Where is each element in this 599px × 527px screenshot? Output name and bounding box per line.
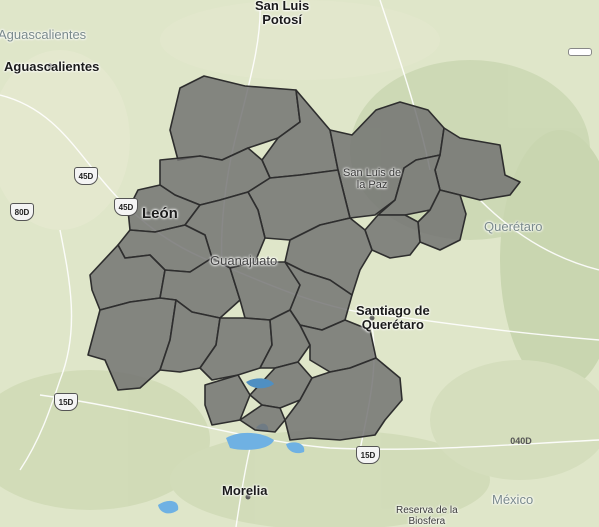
region-south-centre-2 — [199, 317, 273, 381]
label-guanajuato: Guanajuato — [210, 253, 278, 268]
road-marker — [568, 48, 592, 56]
label-mexico: México — [492, 492, 534, 507]
highway-label: 040D — [510, 436, 532, 446]
highway-shield: 15D — [54, 393, 78, 411]
label-reserva-biosfera: Reserva de la Biosfera — [396, 505, 458, 527]
label-aguascalientes-state: Aguascalientes — [0, 27, 87, 42]
highway-shield: 80D — [10, 203, 34, 221]
highway-shield: 45D — [74, 167, 98, 185]
town-markers — [47, 15, 375, 500]
label-morelia: Morelia — [222, 483, 268, 498]
label-aguascalientes: Aguascalientes — [4, 59, 100, 74]
region-north-west — [169, 75, 301, 161]
lake — [246, 378, 274, 389]
municipalities — [87, 75, 521, 441]
highway-shield: 15D — [356, 446, 380, 464]
label-queretaro-state: Querétaro — [484, 219, 543, 234]
label-santiago-de-queretaro: Santiago de Querétaro — [356, 303, 430, 332]
label-san-luis-de-la-paz: San Luis de la Paz — [343, 167, 402, 191]
label-san-luis-potosi: San Luis Potosí — [255, 0, 310, 27]
region-east-3 — [417, 189, 467, 251]
region-south-3 — [284, 357, 403, 441]
highway-shield: 45D — [114, 198, 138, 216]
region-south-4 — [239, 404, 286, 433]
label-leon: León — [142, 205, 178, 222]
